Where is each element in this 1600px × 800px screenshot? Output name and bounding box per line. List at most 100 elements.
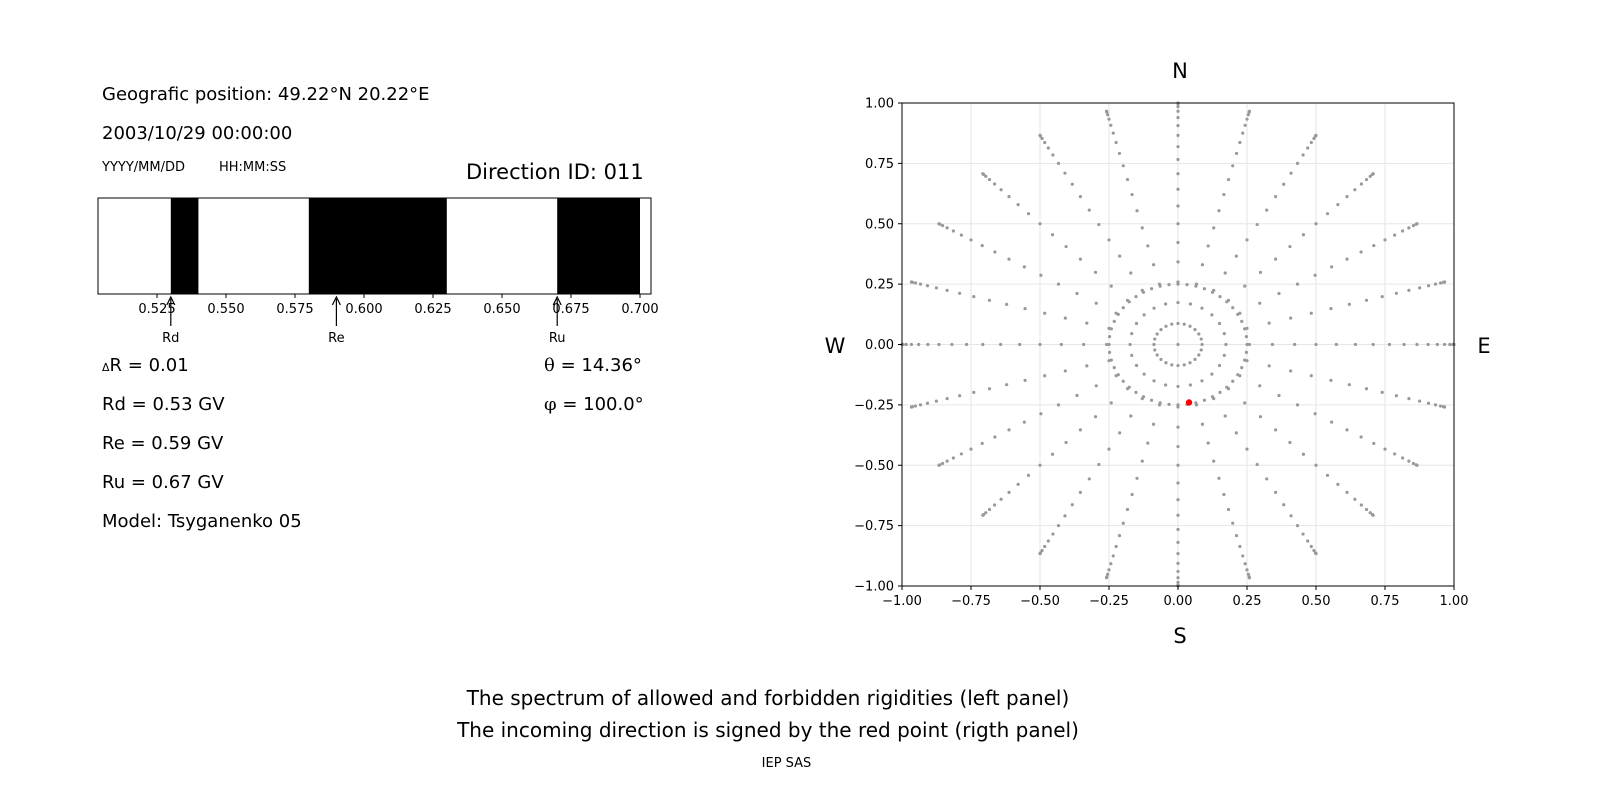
direction-point [993, 435, 997, 439]
direction-point [1243, 562, 1247, 566]
direction-point [1116, 373, 1120, 377]
direction-point [1040, 136, 1044, 141]
direction-point [1200, 306, 1204, 310]
y-tick-label: −0.50 [854, 459, 894, 474]
direction-point [1199, 337, 1203, 341]
direction-point [1411, 461, 1415, 466]
direction-point [1200, 379, 1204, 383]
direction-point [1097, 222, 1101, 227]
rigidity-spectrum-chart: 0.525 0.550 0.575 0.600 0.625 0.650 0.675 0.700… [97, 197, 659, 346]
direction-point [1282, 182, 1286, 186]
direction-point [1007, 195, 1011, 199]
direction-point [1135, 476, 1139, 480]
direction-point [1345, 195, 1349, 199]
direction-point [1243, 327, 1247, 331]
direction-point [987, 298, 992, 302]
direction-point [1188, 383, 1193, 387]
direction-point [998, 342, 1003, 347]
direction-point [913, 281, 918, 285]
direction-point [1273, 490, 1278, 494]
direction-point [1202, 398, 1207, 402]
direction-point [904, 342, 908, 347]
direction-point [1007, 490, 1011, 494]
direction-point [1210, 290, 1215, 294]
direction-point [1273, 257, 1278, 261]
x-tick-label: 0.00 [1164, 594, 1193, 609]
direction-point [1210, 372, 1214, 376]
direction-point [1217, 321, 1222, 326]
marker-arrowhead [552, 295, 562, 306]
direction-point [984, 511, 988, 515]
direction-point [958, 291, 962, 295]
direction-point [1234, 533, 1239, 538]
direction-point [1345, 257, 1349, 261]
direction-point [1093, 415, 1098, 419]
theta-text: = 14.36° [554, 355, 642, 376]
direction-point [1087, 208, 1091, 212]
direction-point [987, 387, 992, 391]
direction-point [1063, 514, 1067, 518]
direction-point [1295, 161, 1300, 165]
direction-point [1176, 403, 1180, 407]
direction-point [1056, 524, 1061, 528]
direction-point [1247, 576, 1252, 580]
direction-point [925, 401, 930, 405]
direction-point [1188, 361, 1192, 365]
direction-point [1158, 401, 1162, 405]
direction-point [1125, 507, 1130, 512]
direction-point [1109, 358, 1113, 362]
datetime: 2003/10/29 00:00:00 [102, 123, 293, 144]
direction-point [1059, 342, 1063, 347]
direction-point [1140, 226, 1144, 230]
direction-point [1109, 284, 1113, 288]
direction-point [1005, 383, 1009, 387]
forbidden-band [170, 198, 199, 294]
direction-point [1225, 300, 1229, 304]
direction-point [1176, 580, 1180, 584]
direction-point [972, 390, 976, 394]
direction-point [1258, 415, 1263, 419]
direction-point [1411, 223, 1415, 228]
direction-point [1038, 133, 1042, 137]
direction-point [1407, 397, 1411, 401]
direction-point [1265, 208, 1269, 212]
direction-point [1107, 342, 1111, 347]
direction-point [1301, 153, 1305, 157]
direction-point [1245, 342, 1249, 347]
time-format-label: HH:MM:SS [219, 160, 287, 175]
direction-point [1401, 456, 1405, 460]
direction-point [1142, 372, 1146, 376]
direction-point [1130, 492, 1134, 497]
direction-point [1309, 140, 1313, 145]
direction-point [1026, 212, 1031, 216]
direction-point [1243, 284, 1247, 288]
direction-point [1415, 342, 1419, 347]
direction-point [1176, 145, 1180, 149]
direction-point [1152, 306, 1156, 310]
direction-point [1258, 270, 1263, 274]
direction-point [1070, 182, 1074, 186]
direction-point [1241, 554, 1245, 558]
direction-point [1282, 503, 1286, 507]
direction-point [1247, 109, 1252, 113]
direction-point [950, 342, 954, 347]
direction-point [1149, 287, 1154, 291]
direction-point [1152, 379, 1156, 383]
spectrum-frame [97, 197, 652, 295]
direction-point [1238, 544, 1242, 549]
direction-point [1159, 357, 1163, 361]
direction-point [1146, 441, 1150, 445]
ru-value: Ru = 0.67 GV [102, 472, 224, 493]
direction-point [1134, 295, 1138, 299]
direction-point [1193, 357, 1197, 361]
direction-point [1078, 490, 1083, 494]
direction-point [981, 513, 985, 517]
direction-point [1176, 109, 1180, 113]
direction-point [1085, 364, 1089, 368]
direction-point [1293, 342, 1297, 347]
direction-point [1231, 521, 1235, 525]
direction-point [1176, 444, 1180, 449]
direction-point [1313, 412, 1317, 416]
direction-point [1289, 514, 1293, 518]
direction-point [1243, 401, 1247, 405]
